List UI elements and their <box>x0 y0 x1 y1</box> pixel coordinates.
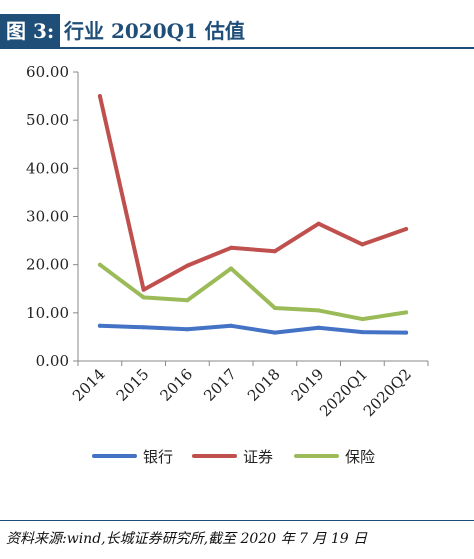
x-tick-label: 2017 <box>200 365 240 405</box>
series-line-1 <box>97 94 409 292</box>
data-point <box>360 242 365 247</box>
data-point <box>141 287 146 292</box>
data-point <box>272 249 277 254</box>
legend-item-securities: 证券 <box>192 446 273 466</box>
data-point <box>97 323 102 328</box>
series-line-0 <box>97 323 409 335</box>
legend-label-insurance: 保险 <box>345 447 376 466</box>
data-point <box>229 245 234 250</box>
data-point <box>185 298 190 303</box>
data-point <box>404 330 409 335</box>
figure-title: 行业 2020Q1 估值 <box>64 19 245 43</box>
data-point <box>141 295 146 300</box>
legend-label-securities: 证券 <box>243 447 274 466</box>
figure-number: 图 3: <box>0 14 61 48</box>
legend-swatch-securities <box>192 454 237 458</box>
chart-legend: 银行 证券 保险 <box>0 446 474 466</box>
data-point <box>404 310 409 315</box>
data-point <box>97 94 102 99</box>
data-point <box>272 330 277 335</box>
data-point <box>316 221 321 226</box>
data-point <box>229 323 234 328</box>
source-note: 资料来源:wind,长城证券研究所,截至 2020 年 7 月 19 日 <box>6 531 368 547</box>
y-tick-label: 0.00 <box>36 352 69 370</box>
legend-label-bank: 银行 <box>143 447 174 466</box>
y-tick-label: 60.00 <box>26 63 69 81</box>
y-tick-label: 40.00 <box>26 159 69 177</box>
y-tick-label: 30.00 <box>26 208 69 226</box>
data-point <box>229 266 234 271</box>
data-point <box>316 325 321 330</box>
title-divider <box>0 47 474 49</box>
data-point <box>360 330 365 335</box>
footer-divider <box>0 520 474 521</box>
x-tick-label: 2015 <box>113 365 153 405</box>
y-tick-label: 20.00 <box>26 256 69 274</box>
data-point <box>185 327 190 332</box>
y-tick-label: 10.00 <box>26 304 69 322</box>
figure-title-bar: 图 3: 行业 2020Q1 估值 <box>0 14 474 48</box>
legend-swatch-insurance <box>294 454 339 458</box>
x-tick-label: 2020Q2 <box>360 365 415 420</box>
series-line-2 <box>97 262 409 322</box>
legend-item-insurance: 保险 <box>294 446 375 466</box>
data-point <box>141 325 146 330</box>
legend-item-bank: 银行 <box>92 446 173 466</box>
data-point <box>360 317 365 322</box>
data-point <box>404 227 409 231</box>
x-tick-label: 2014 <box>69 365 109 405</box>
data-point <box>185 263 190 268</box>
x-tick-label: 2016 <box>156 365 196 405</box>
data-point <box>316 308 321 313</box>
legend-swatch-bank <box>92 454 137 458</box>
x-tick-label: 2019 <box>288 365 328 405</box>
x-tick-label: 2018 <box>244 365 284 405</box>
data-point <box>97 262 102 267</box>
data-point <box>272 306 277 310</box>
y-tick-label: 50.00 <box>26 111 69 129</box>
